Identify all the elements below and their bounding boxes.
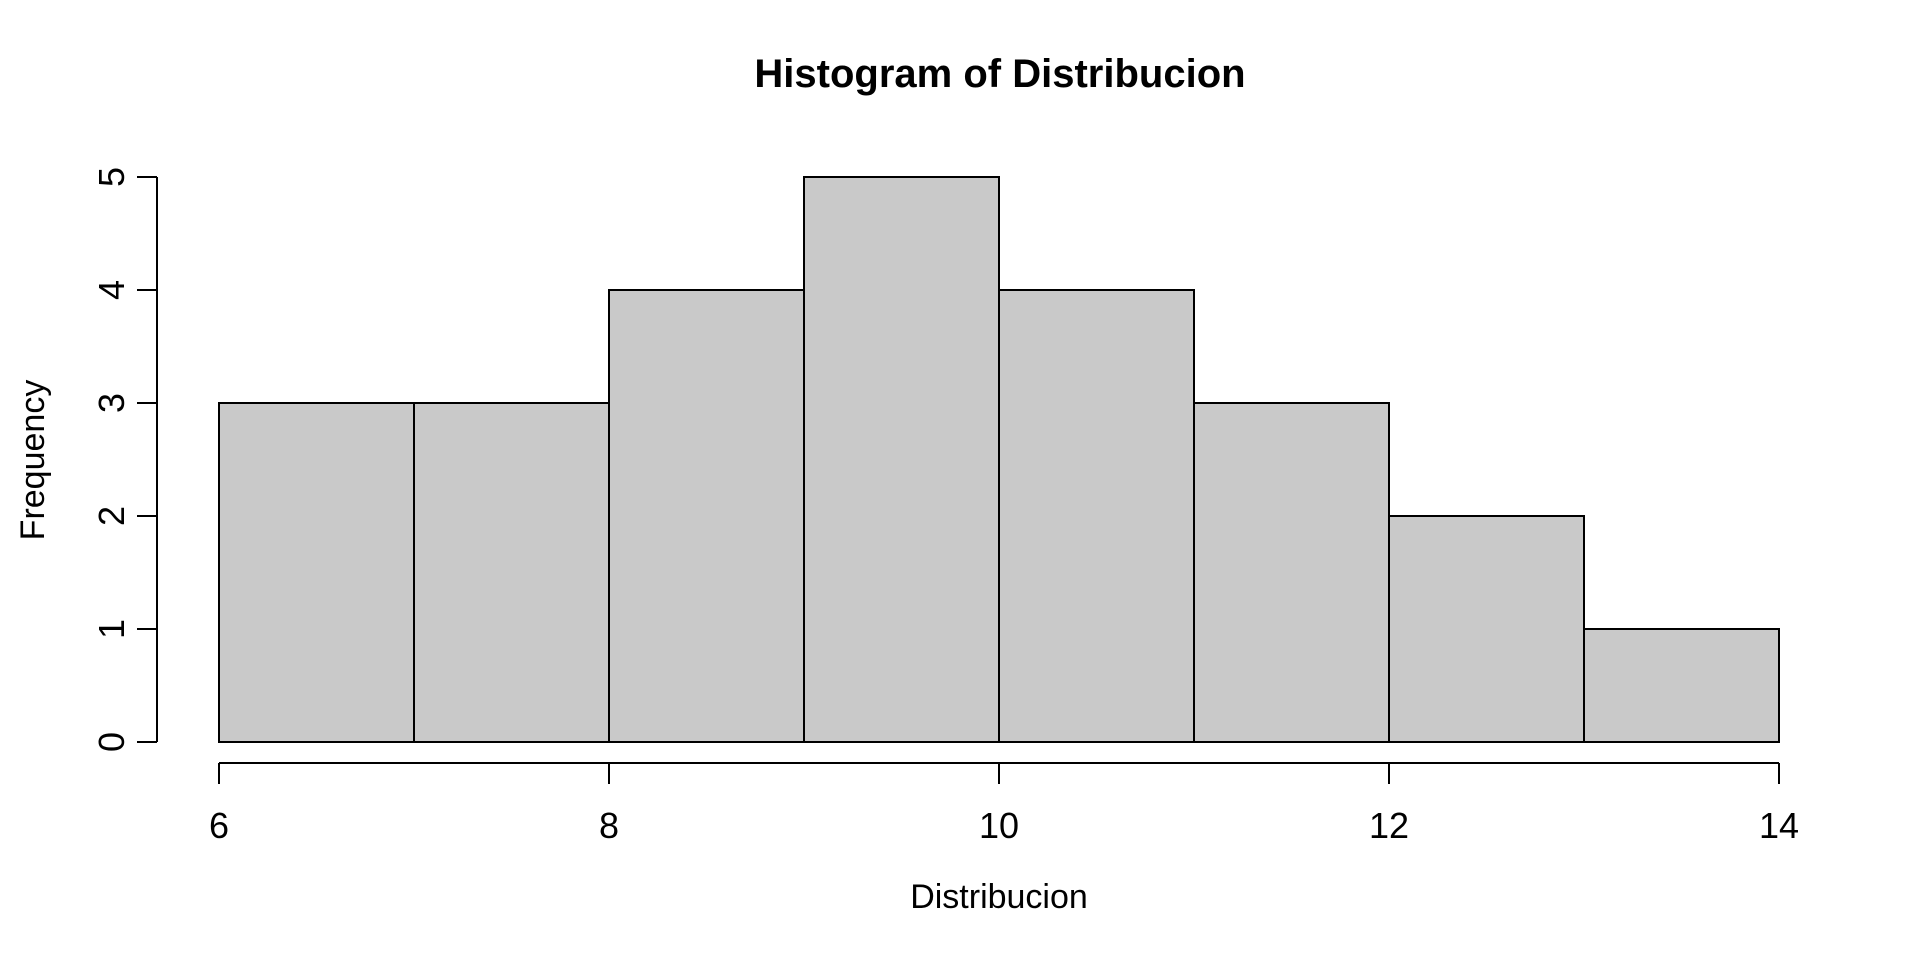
x-axis-tick-label: 14 [1759,805,1799,846]
histogram-bar [1388,515,1585,743]
y-axis-tick-label: 2 [91,506,132,526]
chart-title: Histogram of Distribucion [754,52,1245,96]
histogram-bar [218,402,415,743]
y-axis: 0 1 2 3 4 5 [91,167,158,752]
histogram-bar [1583,628,1780,743]
y-axis-tick-label: 3 [91,393,132,413]
x-axis: 6 8 10 12 14 [209,762,1799,846]
histogram-bar [413,402,610,743]
histogram-bar [608,289,805,743]
y-axis-title: Frequency [14,380,52,541]
x-axis-tick-label: 6 [209,805,229,846]
y-axis-tick-label: 4 [91,280,132,300]
x-axis-tick-label: 12 [1369,805,1409,846]
x-axis-tick-label: 10 [979,805,1019,846]
y-axis-tick-label: 5 [91,167,132,187]
histogram-bar [1193,402,1390,743]
y-axis-tick-label: 0 [91,732,132,752]
histogram-bar [998,289,1195,743]
x-axis-title: Distribucion [910,878,1088,916]
histogram-bar [803,176,1000,743]
x-axis-tick-label: 8 [599,805,619,846]
histogram-bars [218,176,1780,743]
y-axis-tick-label: 1 [91,619,132,639]
